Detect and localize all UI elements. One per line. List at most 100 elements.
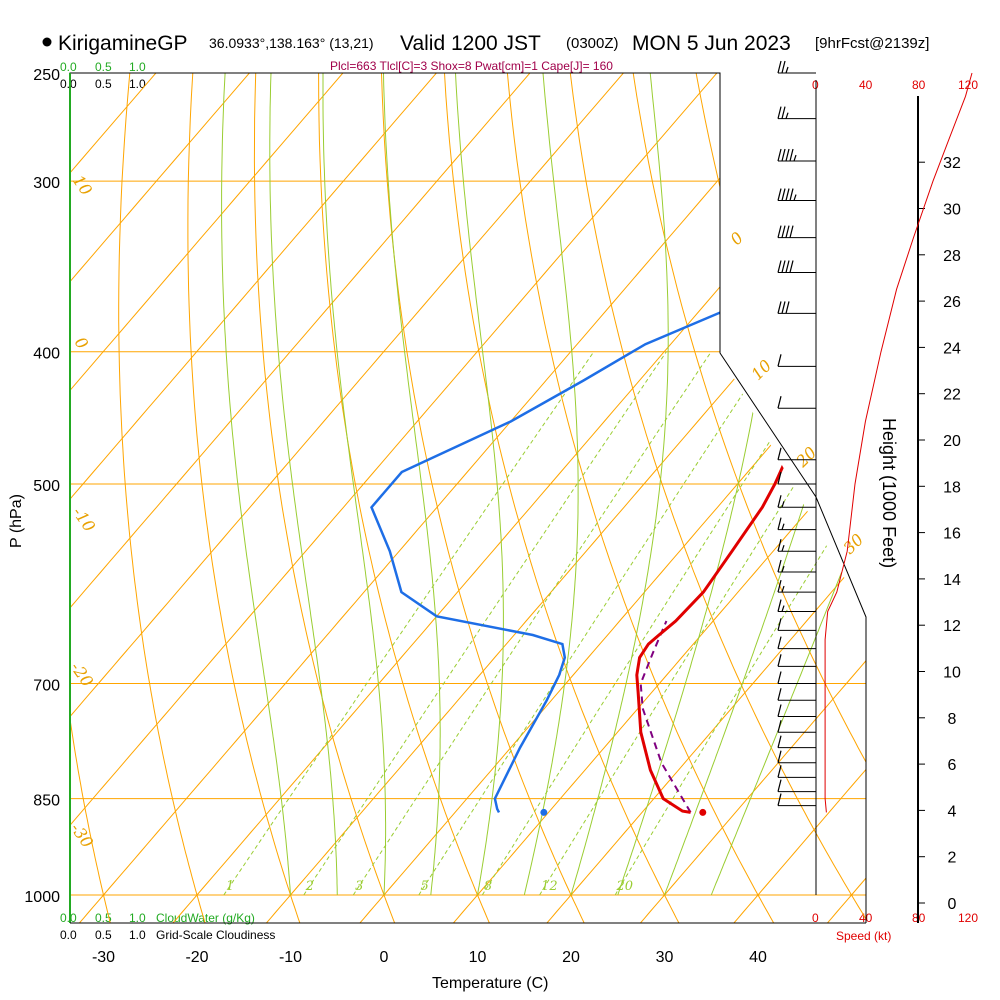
wind-barb — [777, 471, 816, 485]
dry-adiabat-line — [380, 73, 586, 923]
wind-barb-feather — [777, 539, 782, 552]
wind-barb-feather — [777, 471, 782, 485]
dry-adiabat-label: 0 — [71, 333, 92, 352]
wind-barb — [777, 301, 816, 314]
moist-adiabat-line — [523, 73, 579, 896]
pressure-tick-700: 700 — [33, 678, 60, 695]
wind-barb-half-feather — [781, 565, 785, 573]
speed-tick-bottom-0: 0 — [812, 911, 819, 925]
dry-adiabat-line — [442, 73, 680, 923]
temperature-tick: 30 — [656, 949, 674, 966]
wind-barb-feather — [777, 106, 782, 119]
mixing-ratio-line — [481, 351, 829, 896]
wind-barb-half-feather — [781, 523, 785, 530]
wind-barb-half-feather — [785, 112, 789, 119]
dry-adiabat-line — [567, 73, 866, 923]
mixing-ratio-label: 20 — [615, 879, 633, 894]
wind-barb-feather — [777, 654, 782, 667]
wind-barb-feather — [777, 396, 782, 409]
height-axis-title: Height (1000 Feet) — [879, 418, 899, 568]
isotherm-line — [70, 73, 365, 923]
height-tick-label: 32 — [943, 155, 961, 172]
dry-adiabat-line — [253, 73, 396, 923]
wind-barb-feather — [777, 720, 782, 733]
wind-barb — [777, 779, 816, 793]
surface-dewpoint-marker — [540, 808, 548, 816]
dry-adiabat-line — [815, 73, 866, 923]
wind-barb — [777, 495, 816, 508]
wind-barb-half-feather — [781, 545, 785, 552]
height-tick-label: 4 — [948, 803, 957, 820]
wind-barb — [777, 750, 816, 764]
wind-barb-feather — [781, 148, 786, 162]
wind-barb-feather — [777, 793, 782, 806]
wind-barb-feather — [789, 260, 794, 273]
wind-barb — [777, 517, 816, 531]
wind-barb — [777, 765, 816, 778]
mixing-ratio-label: 3 — [355, 879, 363, 894]
height-tick-label: 2 — [948, 850, 957, 867]
wind-barb — [777, 671, 816, 685]
moist-adiabat-line — [269, 73, 338, 896]
temperature-line — [635, 84, 866, 814]
valid-time: Valid 1200 JST — [400, 32, 541, 55]
wind-barb — [777, 106, 816, 120]
wind-barb-feather — [777, 447, 782, 460]
height-tick-label: 30 — [943, 202, 961, 219]
height-tick-label: 14 — [943, 572, 961, 589]
pressure-tick-300: 300 — [33, 175, 60, 192]
profile-lines — [370, 84, 866, 816]
wind-barb — [777, 60, 816, 74]
wind-barb-half-feather — [781, 585, 785, 593]
mixing-ratio-line — [303, 351, 667, 896]
parcel-line — [639, 620, 692, 813]
cloudiness-tick-top-0: 0.0 — [60, 77, 77, 91]
isotherm-line — [639, 73, 866, 923]
height-tick-label: 6 — [948, 757, 957, 774]
wind-barb — [777, 148, 816, 162]
wind-barb-half-feather — [781, 605, 785, 612]
dry-adiabat-label: -10 — [69, 503, 99, 535]
isotherm-label: 10 — [747, 356, 775, 384]
moist-adiabat-line — [570, 73, 669, 896]
temperature-tick: -10 — [279, 949, 302, 966]
dry-adiabat-line — [504, 73, 775, 923]
pressure-tick-1000: 1000 — [24, 889, 60, 906]
temperature-tick: -20 — [185, 949, 208, 966]
isotherm-line — [826, 73, 866, 923]
isotherm-line — [358, 73, 866, 923]
mixing-ratio-label: 12 — [541, 879, 558, 894]
dry-adiabat-line — [0, 49, 16, 924]
wind-barb — [777, 188, 816, 202]
wind-barb-feather — [785, 148, 790, 162]
isotherm-label: 0 — [726, 228, 747, 249]
wind-barb-feather — [789, 188, 794, 201]
wind-barb-feather — [781, 301, 786, 314]
valid-zulu: (0300Z) — [566, 35, 619, 52]
cloudiness-tick-bottom-0: 0.0 — [60, 928, 77, 942]
cloudiness-tick-bottom-2: 1.0 — [129, 928, 146, 942]
cloudiness-tick-top-2: 1.0 — [129, 77, 146, 91]
wind-barb-feather — [777, 704, 782, 717]
mixing-ratio-line — [614, 351, 866, 896]
wind-barb-feather — [781, 225, 786, 238]
wind-barb-feather — [781, 188, 786, 201]
wind-barb-feather — [777, 765, 782, 778]
wind-barb-feather — [777, 354, 782, 367]
wind-barb-feather — [781, 106, 786, 119]
dry-adiabat-line — [753, 73, 866, 923]
wind-barb — [777, 559, 816, 573]
wind-barb-feather — [777, 559, 782, 573]
temperature-tick: 10 — [469, 949, 487, 966]
pressure-tick-500: 500 — [33, 478, 60, 495]
wind-barb-feather — [777, 735, 782, 748]
wind-barb — [777, 447, 816, 461]
height-tick-label: 18 — [943, 479, 961, 496]
speed-label: Speed (kt) — [836, 929, 891, 943]
mixing-ratio-line — [352, 351, 712, 896]
wind-barb-half-feather — [785, 66, 789, 74]
moist-adiabat-line — [221, 73, 291, 896]
wind-barb-feather — [789, 225, 794, 238]
wind-barb-feather — [777, 301, 782, 314]
